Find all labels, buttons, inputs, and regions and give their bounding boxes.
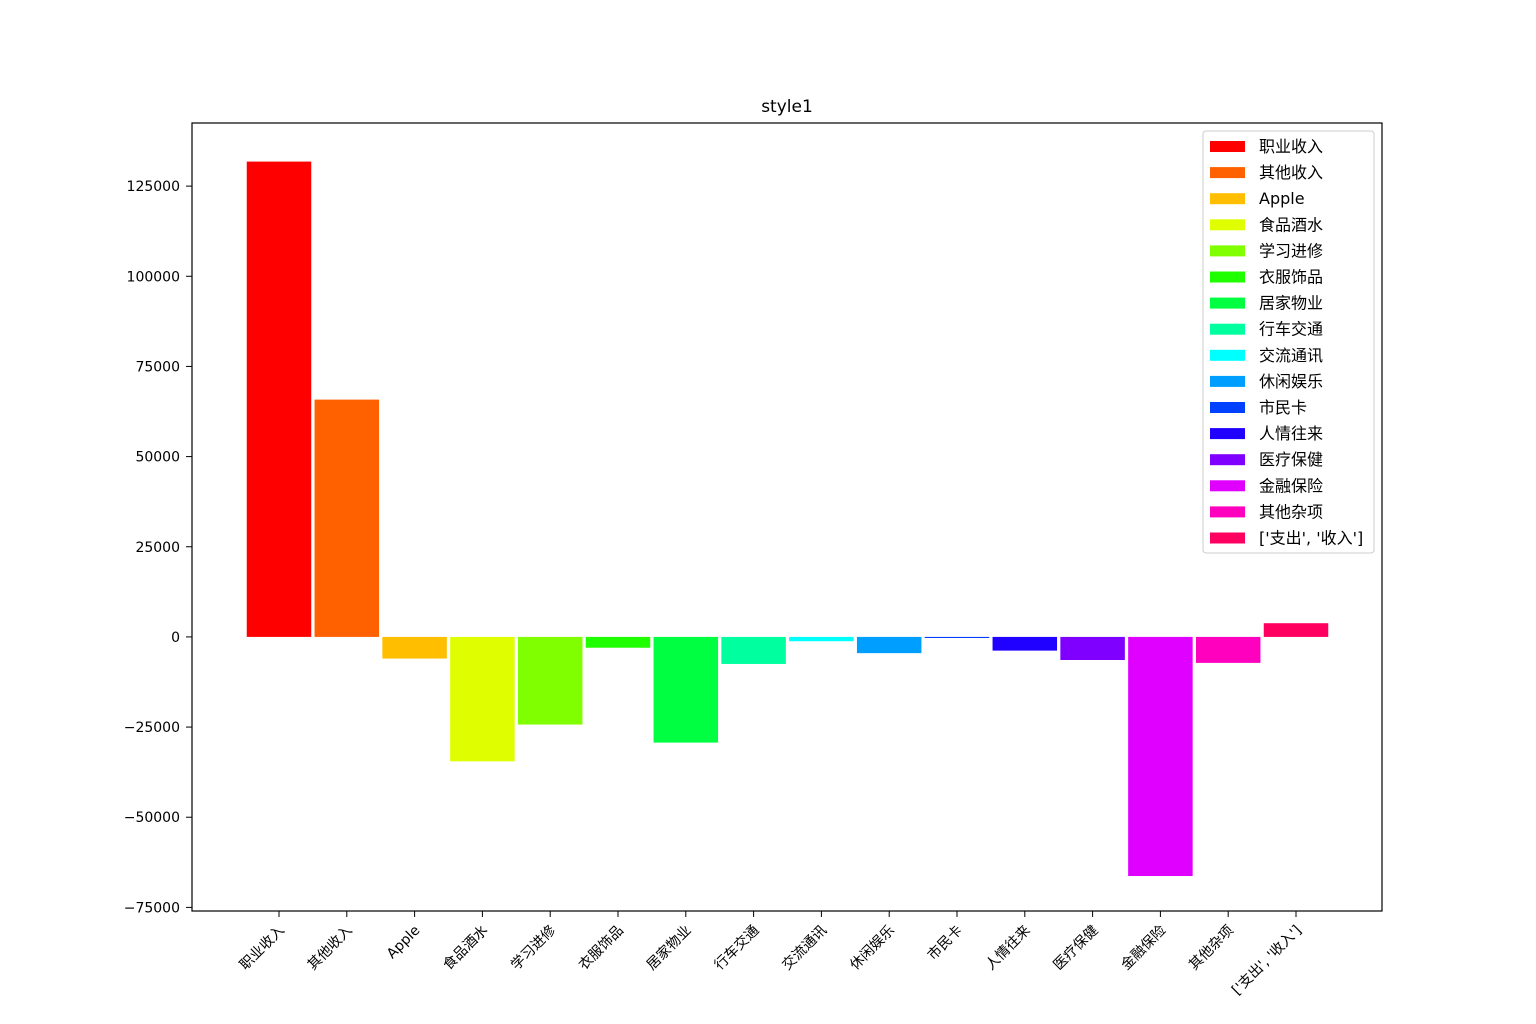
plot-frame xyxy=(191,122,1383,912)
bar xyxy=(856,636,922,654)
x-axis: 职业收入 其他收入 Apple 食品酒水 学习进修 衣服饰品 居家物业 行车交通 交流通讯 休闲娱… xyxy=(237,911,1305,998)
legend-swatch xyxy=(1210,297,1245,309)
legend-label: 衣服饰品 xyxy=(1259,268,1323,287)
y-tick-label: 25000 xyxy=(135,540,180,556)
bar xyxy=(1060,636,1125,660)
legend-label: 金融保险 xyxy=(1259,476,1323,495)
bar xyxy=(517,636,583,725)
bar xyxy=(246,161,312,637)
x-tick-label: 食品酒水 xyxy=(440,922,492,974)
bar xyxy=(314,399,380,637)
legend-swatch xyxy=(1210,271,1245,283)
legend-label: ['支出', '收入'] xyxy=(1259,529,1363,548)
x-tick-label: 市民卡 xyxy=(924,922,966,964)
x-tick-label: 人情往来 xyxy=(983,923,1034,974)
x-tick-label: 衣服饰品 xyxy=(576,923,627,974)
x-tick-label: 行车交通 xyxy=(711,922,763,974)
legend-swatch xyxy=(1210,193,1245,205)
x-tick-label: 居家物业 xyxy=(643,922,695,974)
y-axis: 125000 100000 75000 50000 25000 0 −25000 −50000… xyxy=(124,179,192,916)
y-tick-label: −25000 xyxy=(124,720,180,736)
x-tick-label: 职业收入 xyxy=(237,923,288,974)
legend-label: 居家物业 xyxy=(1259,294,1323,313)
legend-swatch xyxy=(1210,375,1245,387)
legend-label: 休闲娱乐 xyxy=(1259,372,1323,391)
legend-swatch xyxy=(1210,428,1245,440)
x-tick-label: 学习进修 xyxy=(508,923,559,974)
legend-label: 其他杂项 xyxy=(1259,502,1323,521)
legend-swatch xyxy=(1210,245,1245,257)
legend-label: 行车交通 xyxy=(1259,320,1323,339)
x-tick-label: 金融保险 xyxy=(1118,923,1169,974)
legend-label: 人情往来 xyxy=(1259,424,1323,443)
legend-swatch xyxy=(1210,219,1245,231)
bar xyxy=(653,636,719,743)
bar xyxy=(585,636,651,648)
legend-swatch xyxy=(1210,167,1245,179)
y-tick-label: 100000 xyxy=(127,269,180,285)
y-tick-label: 0 xyxy=(171,630,180,646)
chart-title: style1 xyxy=(761,97,813,117)
bar xyxy=(1263,623,1329,637)
bar xyxy=(924,636,990,638)
x-tick-label: 其他杂项 xyxy=(1186,923,1237,974)
bar xyxy=(450,636,515,762)
legend-swatch xyxy=(1210,402,1245,413)
x-tick-label: 休闲娱乐 xyxy=(847,923,898,974)
legend-label: 市民卡 xyxy=(1259,398,1307,417)
bar xyxy=(1195,636,1261,663)
legend-label: 其他收入 xyxy=(1259,163,1323,182)
y-tick-label: −75000 xyxy=(124,900,180,916)
legend-box xyxy=(1202,130,1375,554)
bar xyxy=(1128,636,1193,877)
legend-label: 食品酒水 xyxy=(1259,215,1323,234)
x-tick-label: Apple xyxy=(384,923,423,962)
legend-label: 医疗保健 xyxy=(1259,450,1323,469)
bars xyxy=(246,161,1329,877)
legend-swatch xyxy=(1210,480,1245,492)
bar xyxy=(992,636,1058,651)
legend-label: 职业收入 xyxy=(1259,137,1323,156)
legend-label: 交流通讯 xyxy=(1259,346,1323,365)
legend-swatch xyxy=(1210,454,1245,466)
y-tick-label: 125000 xyxy=(127,179,180,195)
legend-label: 学习进修 xyxy=(1259,241,1323,260)
legend-swatch xyxy=(1210,506,1245,518)
y-tick-label: 50000 xyxy=(135,450,180,466)
legend-label: Apple xyxy=(1259,189,1305,208)
legend-swatch xyxy=(1210,323,1245,335)
y-tick-label: −50000 xyxy=(124,810,180,826)
legend-swatch xyxy=(1210,532,1245,544)
legend-swatch xyxy=(1210,349,1245,361)
x-tick-label: 其他收入 xyxy=(305,923,356,974)
legend-swatch xyxy=(1210,141,1245,152)
bar xyxy=(789,636,854,642)
x-tick-label: ['支出', '收入'] xyxy=(1229,923,1305,999)
x-tick-label: 医疗保健 xyxy=(1051,923,1102,974)
bar xyxy=(382,636,447,659)
bar xyxy=(721,636,786,664)
x-tick-label: 交流通讯 xyxy=(779,922,831,974)
y-tick-label: 75000 xyxy=(135,359,180,375)
